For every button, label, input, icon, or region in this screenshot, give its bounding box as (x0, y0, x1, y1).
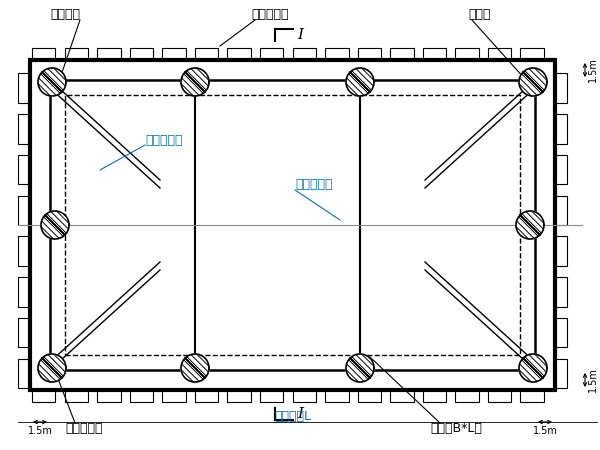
Text: 鑉导框斜联: 鑉导框斜联 (145, 134, 182, 147)
Polygon shape (516, 211, 544, 239)
Polygon shape (38, 354, 66, 382)
Polygon shape (41, 211, 69, 239)
Bar (390, 390, 413, 402)
Bar (555, 73, 567, 103)
Bar (97, 48, 121, 60)
Text: 鑉导框: 鑉导框 (469, 9, 491, 22)
Polygon shape (346, 354, 374, 382)
Text: I: I (297, 407, 303, 421)
Text: 钉板桶围堰: 钉板桶围堰 (251, 9, 289, 22)
Bar (488, 390, 511, 402)
Bar (162, 390, 185, 402)
Bar (30, 60, 555, 390)
Bar (227, 390, 251, 402)
Bar (325, 390, 349, 402)
Bar (555, 236, 567, 266)
Bar (455, 390, 479, 402)
Bar (130, 48, 153, 60)
Bar (97, 390, 121, 402)
Bar (293, 390, 316, 402)
Bar (65, 48, 88, 60)
Polygon shape (346, 68, 374, 96)
Bar (488, 48, 511, 60)
Bar (390, 48, 413, 60)
Bar (555, 155, 567, 184)
Text: 特制角桶: 特制角桶 (50, 9, 80, 22)
Text: 承台（B*L）: 承台（B*L） (430, 422, 482, 435)
Bar (130, 390, 153, 402)
Bar (358, 48, 381, 60)
Bar (18, 196, 30, 225)
Bar (227, 48, 251, 60)
Bar (18, 155, 30, 184)
Text: 承台长度L: 承台长度L (274, 410, 311, 423)
Bar (18, 73, 30, 103)
Bar (65, 95, 520, 355)
Bar (260, 48, 283, 60)
Bar (65, 390, 88, 402)
Text: I: I (297, 28, 303, 42)
Bar (18, 114, 30, 144)
Bar (555, 359, 567, 388)
Text: 鑉导框横联: 鑉导框横联 (295, 179, 332, 192)
Bar (358, 390, 381, 402)
Bar (32, 48, 55, 60)
Bar (423, 390, 446, 402)
Bar (455, 48, 479, 60)
Bar (18, 236, 30, 266)
Bar (555, 277, 567, 306)
Polygon shape (38, 68, 66, 96)
Bar (18, 318, 30, 347)
Bar (520, 48, 544, 60)
Bar (18, 277, 30, 306)
Text: 定位鑉管桶: 定位鑉管桶 (65, 422, 103, 435)
Bar (32, 390, 55, 402)
Bar (18, 359, 30, 388)
Bar (520, 390, 544, 402)
Bar (423, 48, 446, 60)
Bar (555, 114, 567, 144)
Polygon shape (519, 68, 547, 96)
Bar (293, 48, 316, 60)
Polygon shape (181, 354, 209, 382)
Polygon shape (519, 354, 547, 382)
Text: 1.5m: 1.5m (588, 58, 598, 82)
Bar (162, 48, 185, 60)
Bar (50, 80, 535, 370)
Bar (195, 390, 218, 402)
Bar (555, 318, 567, 347)
Bar (195, 48, 218, 60)
Bar (325, 48, 349, 60)
Text: 1.5m: 1.5m (28, 426, 52, 436)
Text: 1.5m: 1.5m (588, 368, 598, 392)
Bar (260, 390, 283, 402)
Bar (555, 196, 567, 225)
Polygon shape (181, 68, 209, 96)
Text: 1.5m: 1.5m (533, 426, 557, 436)
